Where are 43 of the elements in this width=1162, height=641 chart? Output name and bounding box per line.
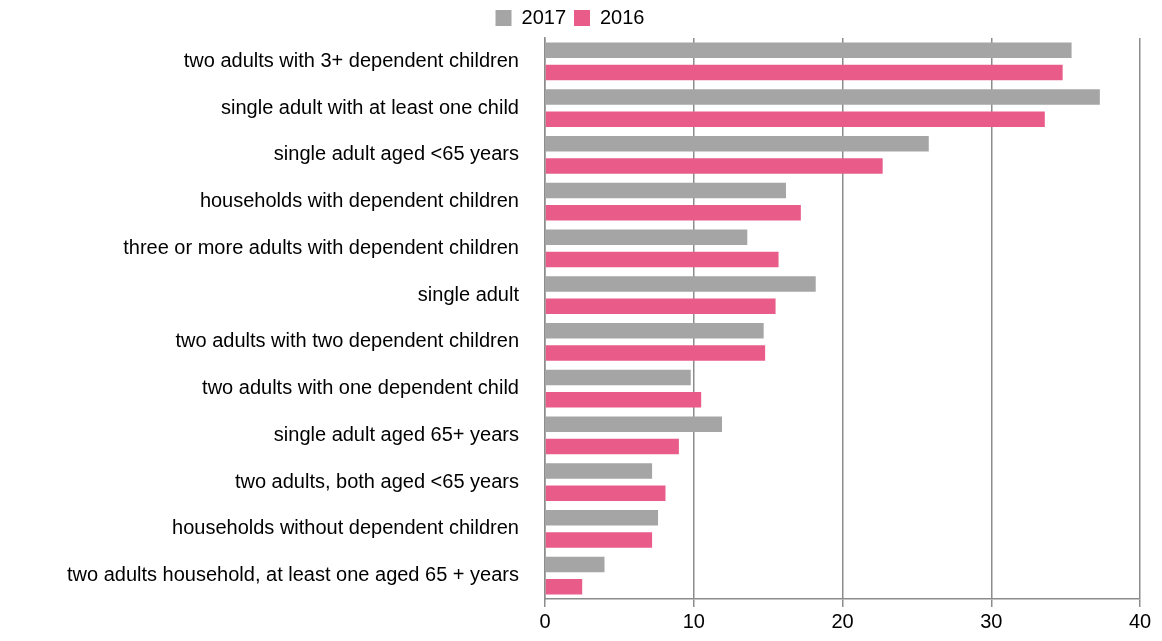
y-tick-label: two adults with 3+ dependent children <box>183 48 519 71</box>
legend-label: 2016 <box>600 5 645 28</box>
legend-label: 2017 <box>521 5 567 28</box>
x-tick-label: 30 <box>980 609 1003 632</box>
bar <box>545 345 766 361</box>
y-tick-label: households without dependent children <box>172 516 519 539</box>
bar <box>545 42 1072 59</box>
y-tick-label: two adults household, at least one aged 65 + years <box>67 563 519 586</box>
bar <box>545 136 929 152</box>
y-tick-label: single adult with at least one child <box>221 95 519 118</box>
y-tick-label: two adults with one dependent child <box>202 376 519 399</box>
x-tick-label: 40 <box>1128 609 1152 632</box>
bar <box>545 64 1063 81</box>
bar <box>545 251 779 268</box>
bar <box>545 369 691 386</box>
bar <box>545 578 583 595</box>
y-tick-label: single adult aged <65 years <box>273 142 519 165</box>
bar <box>545 182 786 199</box>
bar <box>545 532 653 548</box>
bar <box>545 204 801 221</box>
bar <box>545 323 764 339</box>
bar <box>545 89 1100 105</box>
x-tick-label: 0 <box>539 609 551 632</box>
y-tick-label: three or more adults with dependent children <box>123 235 519 258</box>
bar <box>545 391 702 408</box>
bar <box>545 438 679 455</box>
bar <box>545 556 605 573</box>
y-tick-label: single adult <box>417 282 520 305</box>
bar <box>545 111 1045 127</box>
y-tick-label: single adult aged 65+ years <box>273 422 519 445</box>
bar <box>545 485 666 501</box>
bar <box>545 276 816 292</box>
bar <box>545 229 748 246</box>
y-tick-label: two adults, both aged <65 years <box>234 469 519 492</box>
bar <box>545 510 659 526</box>
x-tick-label: 20 <box>831 609 854 632</box>
y-tick-label: two adults with two dependent children <box>175 329 519 352</box>
y-tick-label: households with dependent children <box>199 189 519 212</box>
bar <box>545 298 776 314</box>
bar <box>545 158 883 174</box>
bar <box>545 463 653 479</box>
x-tick-label: 10 <box>682 609 705 632</box>
bar <box>545 416 723 433</box>
